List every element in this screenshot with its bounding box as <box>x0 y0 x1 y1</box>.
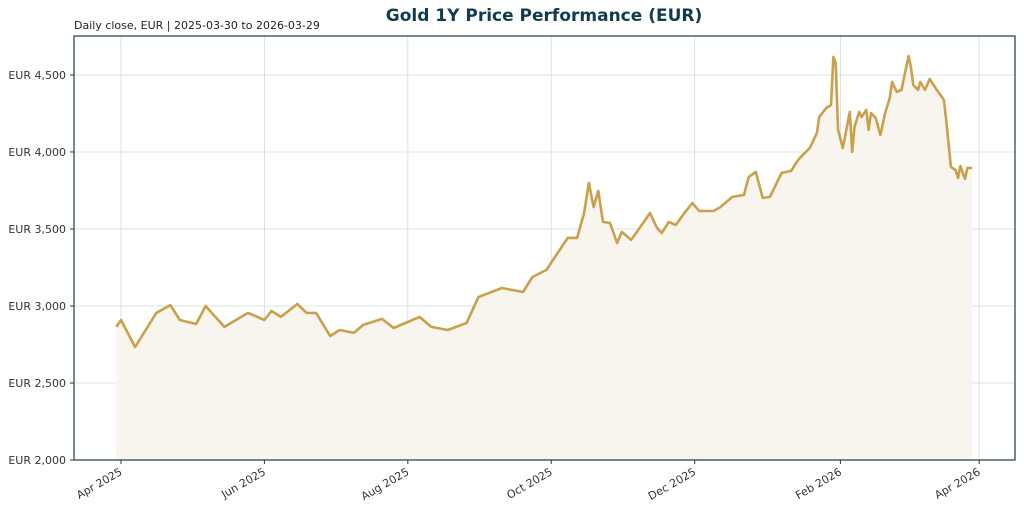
y-tick-label: EUR 3,500 <box>8 223 66 236</box>
x-tick-label: Apr 2025 <box>74 465 124 502</box>
x-axis: Apr 2025 Jun 2025 Aug 2025 Oct 2025 Dec 2025… <box>74 460 983 503</box>
y-tick-label: EUR 4,500 <box>8 69 66 82</box>
y-tick-label: EUR 4,000 <box>8 146 66 159</box>
x-tick-label: Feb 2026 <box>793 465 844 502</box>
y-tick-label: EUR 2,000 <box>8 454 66 467</box>
price-line <box>115 54 973 349</box>
x-tick-label: Aug 2025 <box>359 465 411 503</box>
price-area-fill <box>116 56 973 460</box>
chart-title: Gold 1Y Price Performance (EUR) <box>386 6 703 26</box>
chart-subtitle: Daily close, EUR | 2025-03-30 to 2026-03… <box>74 19 320 32</box>
x-tick-label: Jun 2025 <box>218 465 268 501</box>
x-tick-label: Dec 2025 <box>646 465 698 503</box>
plot-frame <box>73 35 1016 461</box>
x-tick-label: Oct 2025 <box>504 465 554 502</box>
y-tick-label: EUR 2,500 <box>8 377 66 390</box>
y-tick-label: EUR 3,000 <box>8 300 66 313</box>
x-tick-label: Apr 2026 <box>932 465 982 502</box>
y-axis: EUR 2,000 EUR 2,500 EUR 3,000 EUR 3,500 EUR … <box>8 69 74 467</box>
